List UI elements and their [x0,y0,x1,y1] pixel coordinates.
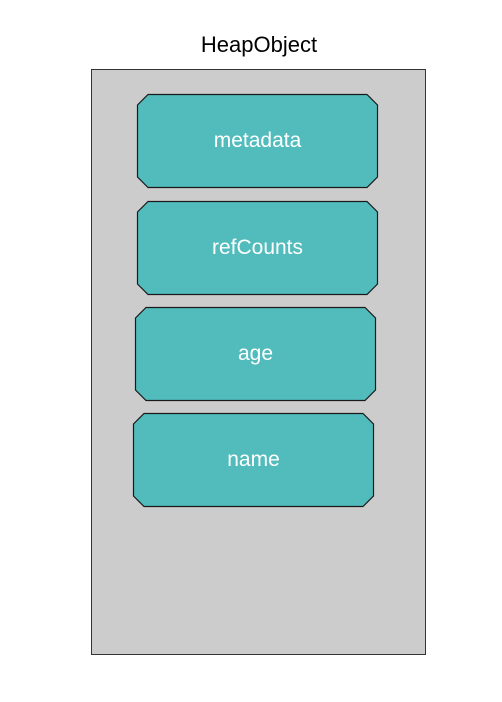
field-label-refcounts: refCounts [211,236,304,259]
field-box-refcounts: refCounts [136,200,379,296]
diagram-title: HeapObject [200,32,318,57]
octagon-shape [136,200,379,296]
field-box-metadata: metadata [136,93,379,189]
field-box-age: age [134,306,377,402]
octagon-shape [132,412,375,508]
field-label-name: name [227,448,280,471]
octagon-shape [136,93,379,189]
field-box-name: name [132,412,375,508]
octagon-shape [134,306,377,402]
field-label-metadata: metadata [213,129,302,152]
field-label-age: age [237,342,274,365]
